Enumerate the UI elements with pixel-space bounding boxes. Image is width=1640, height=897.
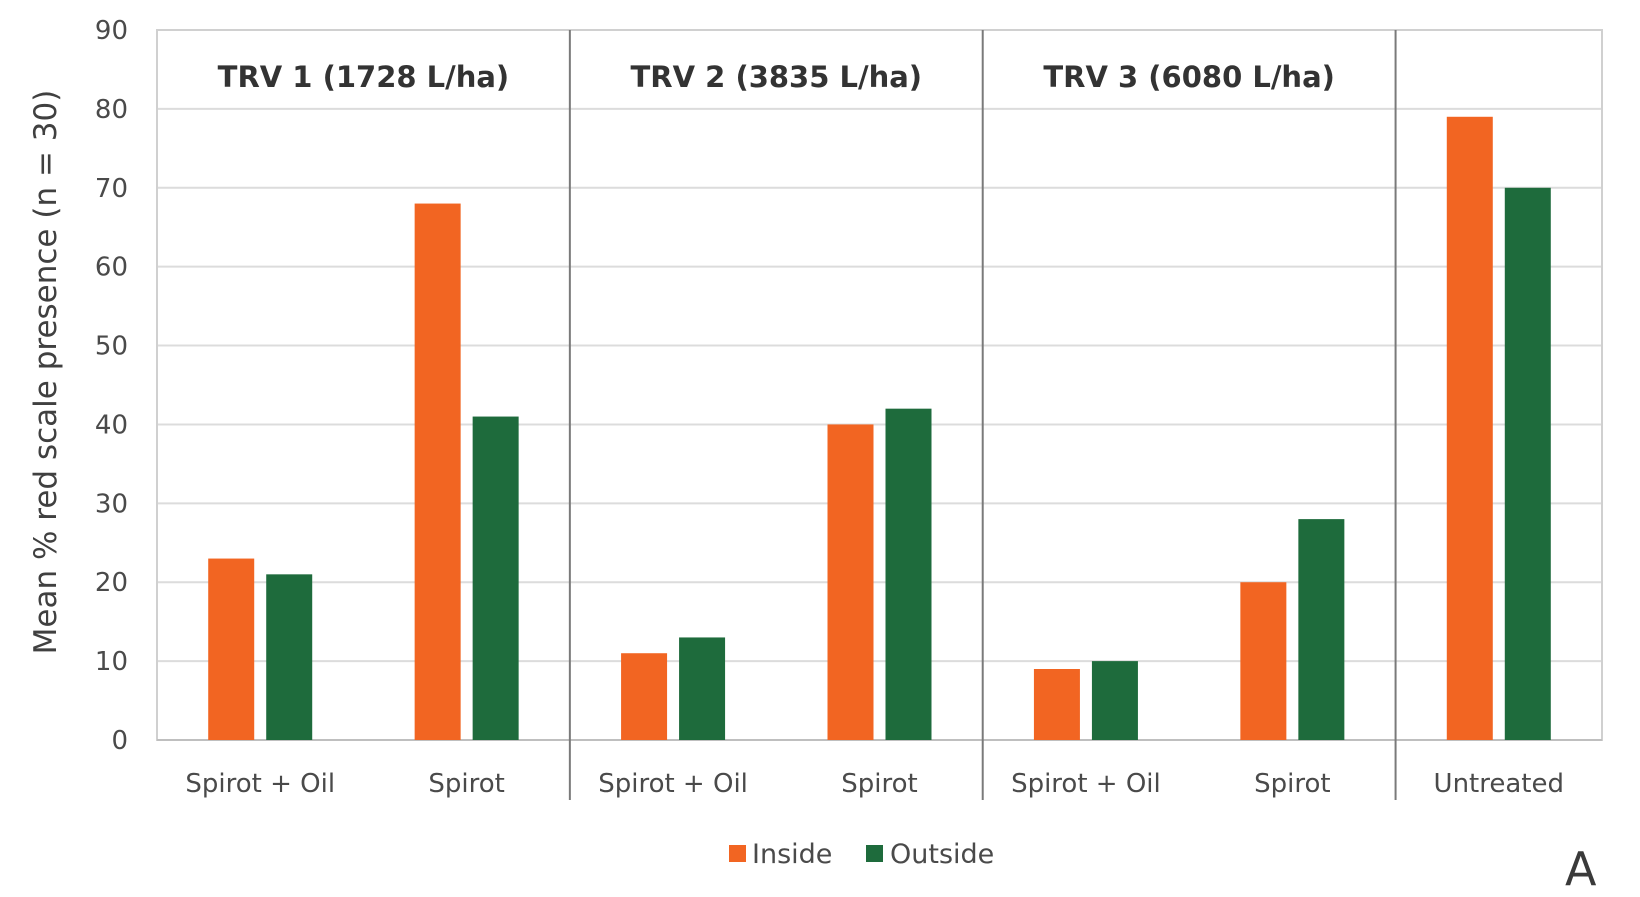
bar-outside [472, 416, 519, 740]
legend-label-outside: Outside [890, 839, 994, 870]
y-tick-label: 70 [95, 174, 128, 204]
y-axis-ticks: 0 10 20 30 40 50 60 70 80 90 [95, 16, 128, 756]
x-category-label: Spirot + Oil [185, 769, 335, 799]
panel-title: TRV 1 (1728 L/ha) [218, 60, 510, 94]
y-tick-label: 40 [95, 410, 128, 440]
bar-inside [827, 424, 874, 740]
bar-inside [208, 558, 255, 740]
bar-inside [1446, 116, 1493, 741]
y-tick-label: 0 [111, 726, 128, 756]
bar-outside [679, 637, 726, 740]
bar-inside [1240, 582, 1287, 740]
panel-title: TRV 2 (3835 L/ha) [631, 60, 923, 94]
legend: Inside Outside [729, 839, 994, 870]
panel-title: TRV 3 (6080 L/ha) [1043, 60, 1335, 94]
panel-titles: TRV 1 (1728 L/ha) TRV 2 (3835 L/ha) TRV 3 … [218, 60, 1335, 94]
bar-outside [266, 574, 313, 740]
y-tick-label: 30 [95, 489, 128, 519]
x-category-label: Spirot [428, 769, 504, 799]
bar-inside [1033, 669, 1080, 740]
y-tick-label: 80 [95, 95, 128, 125]
y-tick-label: 20 [95, 568, 128, 598]
legend-swatch-outside [866, 845, 883, 862]
x-category-label: Spirot + Oil [1011, 769, 1161, 799]
x-category-label: Spirot [841, 769, 917, 799]
x-category-label: Spirot [1254, 769, 1330, 799]
bars [208, 116, 1551, 741]
y-tick-label: 50 [95, 332, 128, 362]
bar-outside [1091, 661, 1138, 740]
panel-frames [156, 29, 1603, 800]
bar-outside [1298, 519, 1345, 740]
category-labels: Spirot + Oil Spirot Spirot + Oil Spirot Spir… [185, 769, 1564, 799]
legend-swatch-inside [729, 845, 746, 862]
x-category-label: Spirot + Oil [598, 769, 748, 799]
y-tick-label: 10 [95, 647, 128, 677]
bar-outside [885, 408, 932, 740]
bar-inside [414, 203, 461, 741]
bar-inside [621, 653, 668, 740]
y-tick-label: 90 [95, 16, 128, 46]
bar-outside [1504, 187, 1551, 740]
x-category-label: Untreated [1434, 769, 1564, 799]
y-axis-label: Mean % red scale presence (n = 30) [28, 90, 64, 655]
y-tick-label: 60 [95, 253, 128, 283]
legend-label-inside: Inside [752, 839, 832, 870]
panel-letter: A [1565, 842, 1597, 896]
